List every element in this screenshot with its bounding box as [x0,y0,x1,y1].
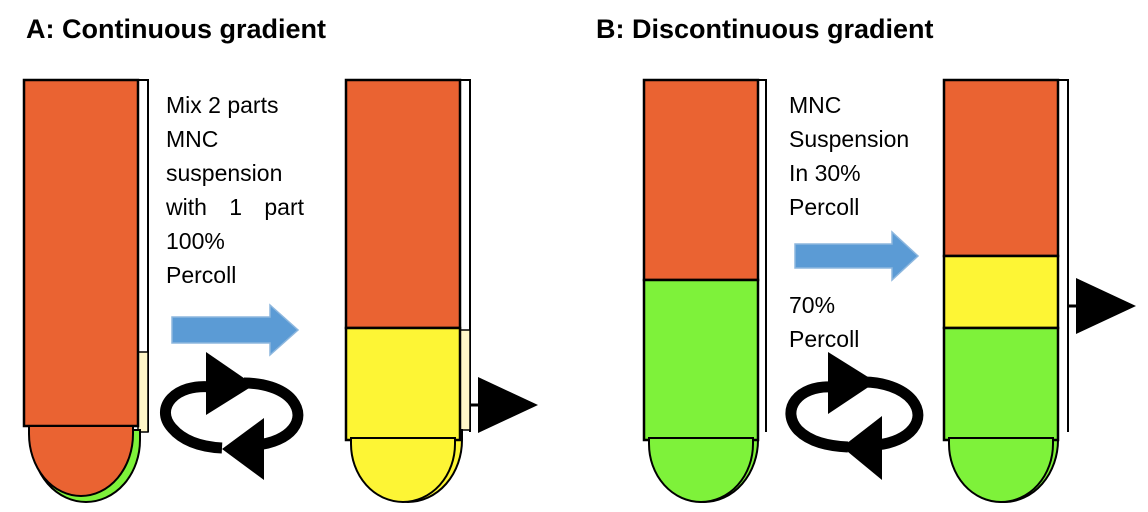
tube-b-after [942,78,1136,503]
green-layer [642,278,760,442]
caption-line: 70% [789,292,836,318]
panel-b-caption-bottom: 70% Percoll [789,288,859,356]
green-layer [942,326,1060,442]
caption-line: Percoll [166,262,237,288]
caption-line: Percoll [789,194,860,220]
orange-layer [942,78,1060,258]
caption-line: Suspension [789,126,910,152]
caption-word: part [264,194,304,220]
orange-layer [344,78,462,330]
caption-line: 100% [166,228,225,254]
orange-layer [642,78,760,282]
rotation-arrows-icon [785,352,924,480]
orange-layer [22,78,140,428]
yellow-layer [942,254,1060,330]
pointer-triangle-icon [478,377,538,433]
caption-word: with [166,194,207,220]
caption-line: Percoll [789,326,860,352]
tube-a-before [22,78,149,503]
tube-a-after [344,78,538,503]
rotation-arrows-icon [160,352,304,480]
caption-line: In 30% [789,160,861,186]
panel-b-caption-top: MNC Suspension In 30% Percoll [789,88,909,224]
panel-b-title: B: Discontinuous gradient [596,14,934,44]
caption-line: MNC [166,126,219,152]
tube-b-before [642,78,767,503]
right-arrow-icon [171,303,300,357]
caption-line: with 1 part [166,190,304,224]
pointer-triangle-icon [1076,278,1136,334]
caption-word: 1 [229,194,243,220]
caption-line: suspension [166,160,283,186]
caption-line: MNC [789,92,842,118]
yellow-layer [344,326,462,442]
right-arrow-icon [794,230,920,282]
panel-a-caption: Mix 2 parts MNC suspension with 1 part 1… [166,88,304,292]
orange-tip [28,425,134,497]
panel-a-title: A: Continuous gradient [26,14,326,44]
caption-line: Mix 2 parts [166,92,279,118]
